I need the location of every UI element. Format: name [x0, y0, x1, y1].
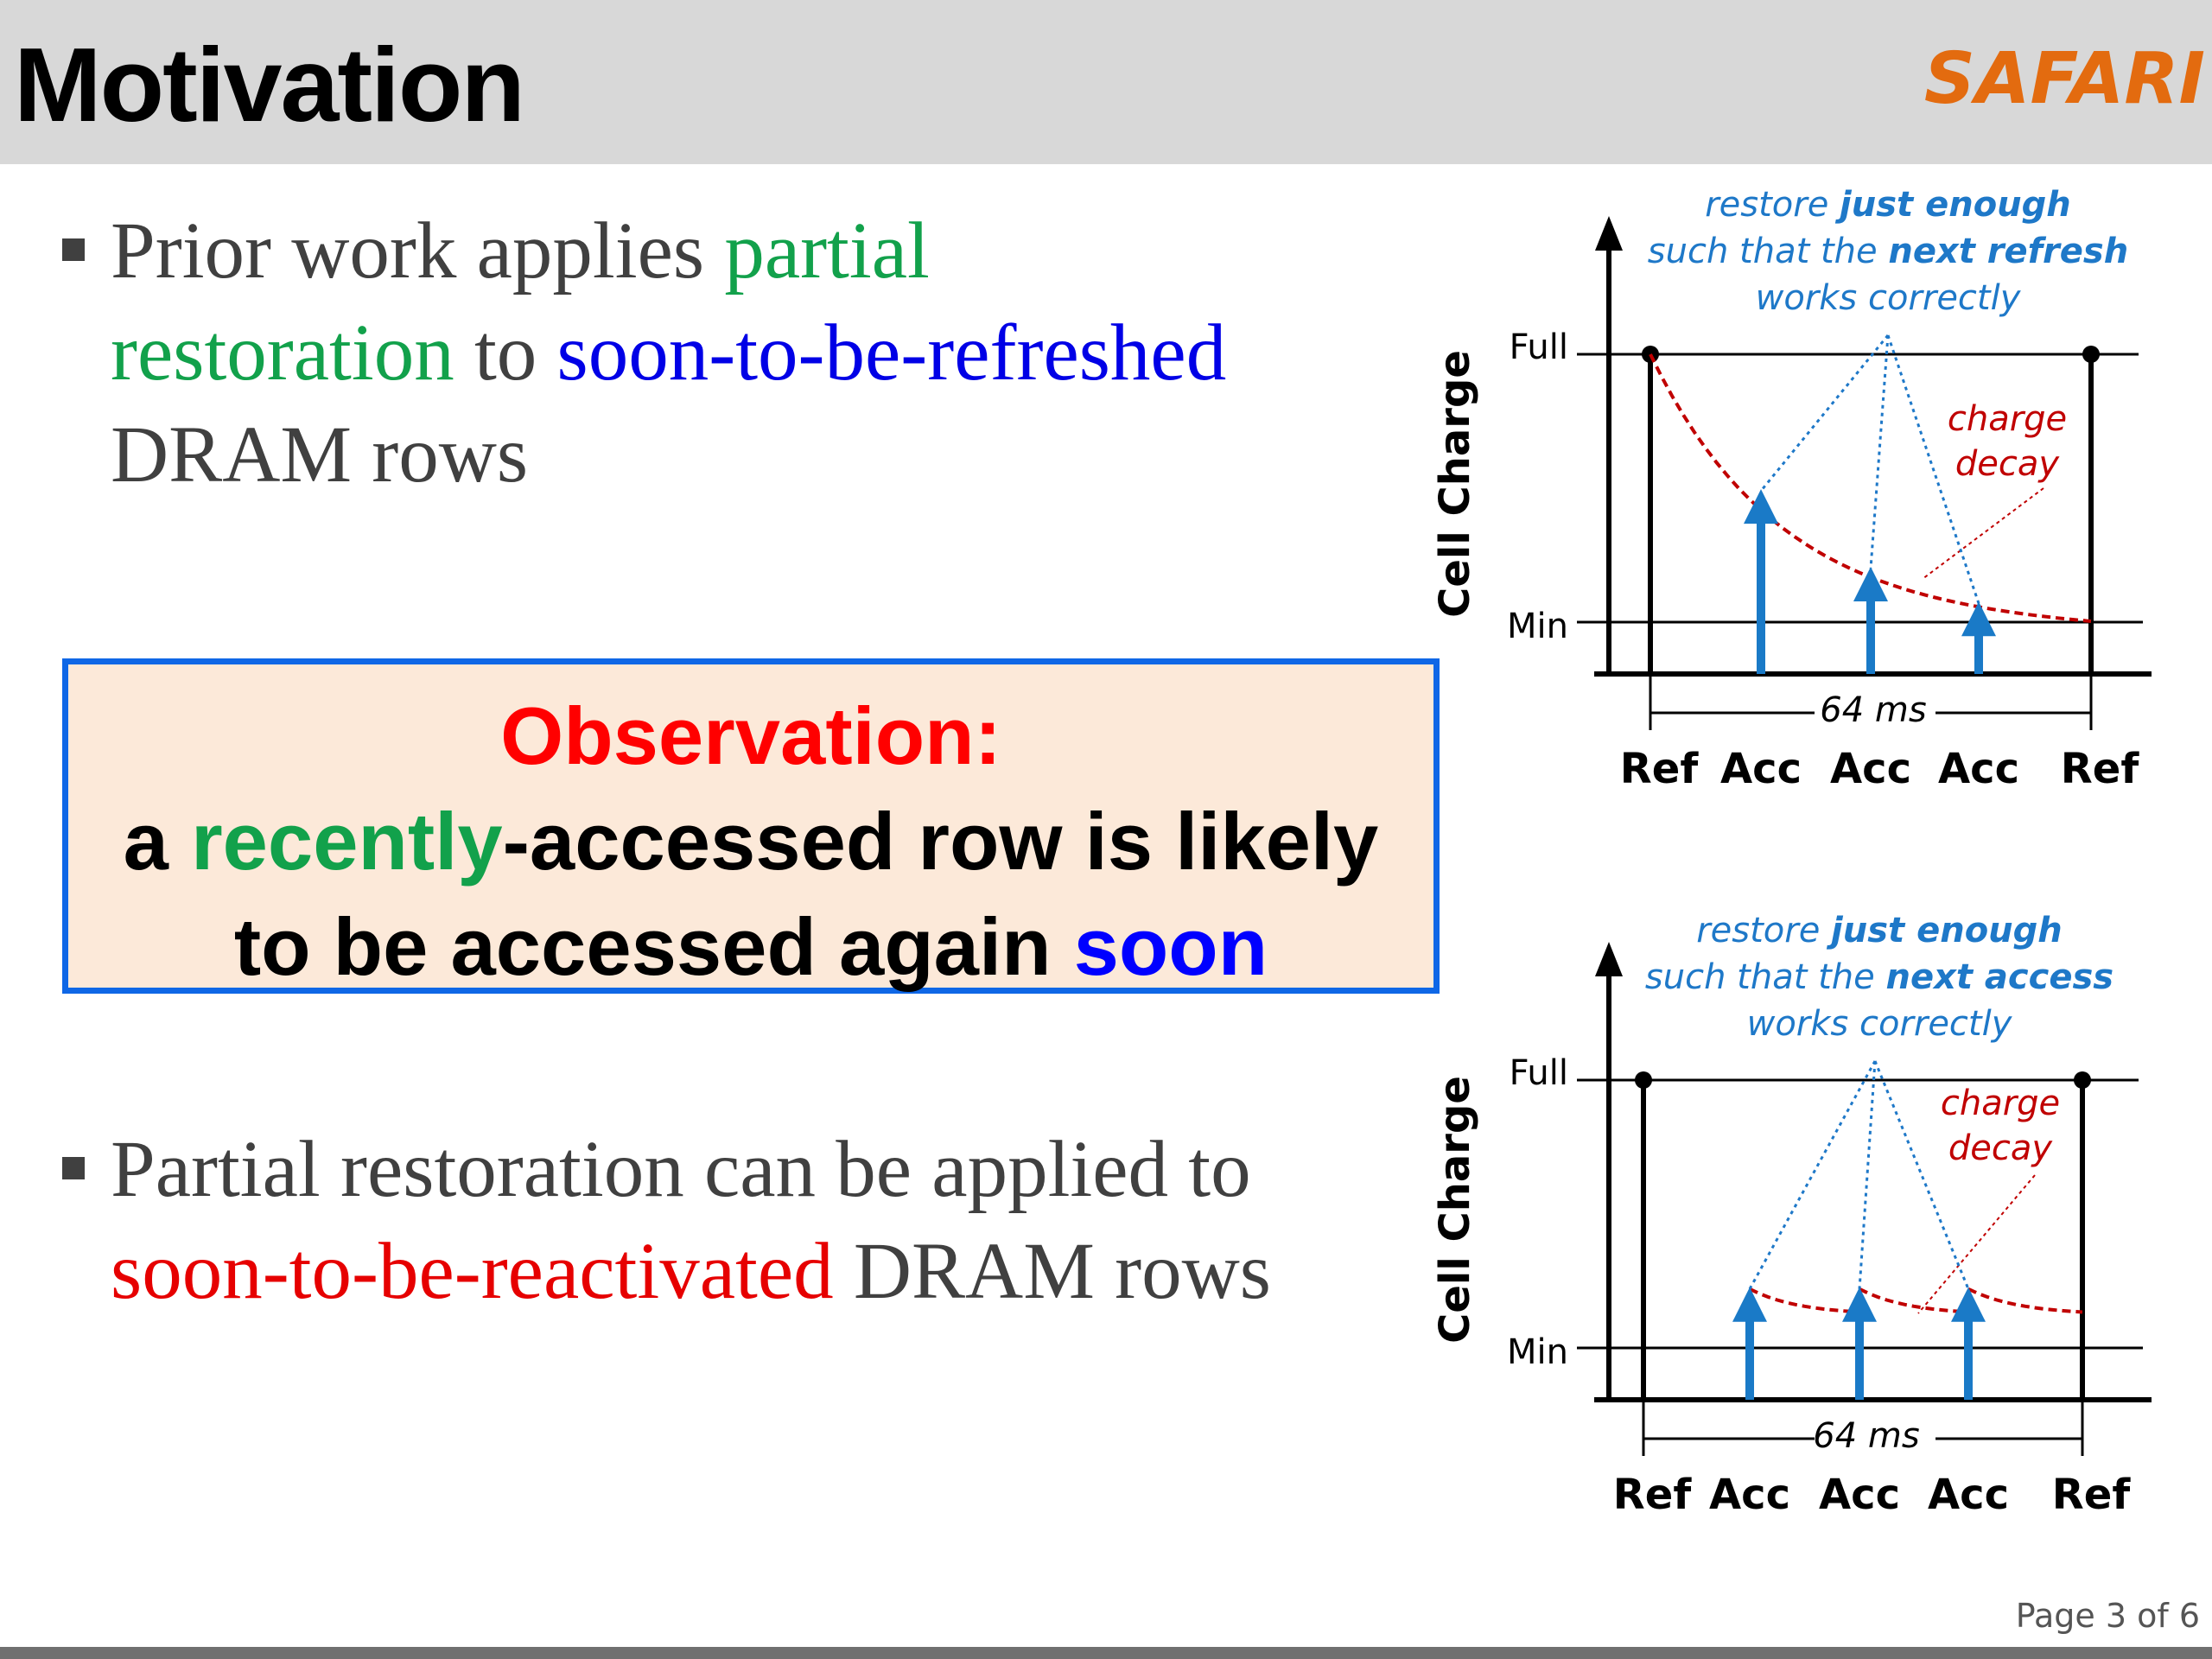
text-soon: soon: [1073, 901, 1268, 992]
bullet-prior-work: Prior work applies partial restoration t…: [62, 200, 1410, 512]
y-axis-arrow-icon: [1595, 942, 1623, 976]
ref-marker-dot: [1635, 1071, 1652, 1089]
event-label: Acc: [1709, 1471, 1790, 1519]
text-run: -accessed row is likely: [502, 796, 1379, 887]
event-label: Acc: [1938, 745, 2019, 793]
y-axis-arrow-icon: [1595, 216, 1623, 251]
annotation-guide-line: [1869, 334, 1890, 569]
level-full-label: Full: [1510, 1053, 1568, 1093]
decay-curve-line: [1749, 1287, 1860, 1314]
access-arrow-head-icon: [1732, 1287, 1767, 1322]
footer-bar: [0, 1647, 2212, 1659]
bullet-square-icon: [62, 238, 85, 261]
text-run: Partial restoration can be applied to: [111, 1125, 1251, 1214]
diagram-access: restore just enough such that the next a…: [1417, 907, 2212, 1564]
annotation-guide-line: [1748, 1060, 1877, 1290]
text-restoration: restoration: [111, 308, 454, 397]
event-labels: Ref Acc Acc Acc Ref: [1613, 1471, 2132, 1519]
text-run: to be accessed again: [233, 901, 1074, 992]
y-axis-label: Cell Charge: [1431, 1076, 1479, 1344]
decay-curve-line: [1859, 1287, 1969, 1314]
slide-header: Motivation SAFARI: [0, 0, 2212, 164]
observation-title: Observation:: [500, 690, 1001, 781]
event-label: Ref: [1620, 745, 1700, 793]
bullet-line: Partial restoration can be applied to: [111, 1119, 1271, 1221]
decay-curve-line: [1967, 1287, 2083, 1314]
charge-diagram-svg: restore just enough such that the next a…: [1431, 911, 2152, 1519]
text-soon-to-be-refreshed: soon-to-be-refreshed: [556, 308, 1227, 397]
decay-curve: [1749, 1174, 2083, 1314]
level-min-label: Min: [1507, 1332, 1568, 1372]
annotation-guide-line: [1759, 334, 1890, 493]
bullet-square-icon: [62, 1157, 85, 1179]
bullet-line: Prior work applies partial: [111, 200, 1226, 302]
decay-label-leader: [1917, 1174, 2036, 1314]
event-label: Ref: [1613, 1471, 1693, 1519]
annotation-line-2: such that the next access: [1645, 957, 2113, 997]
text-run: DRAM rows: [111, 410, 529, 499]
observation-line: to be accessed again soon: [68, 894, 1433, 1000]
annotation-line-2: such that the next refresh: [1648, 232, 2128, 271]
annotation-line-1: restore just enough: [1696, 911, 2063, 950]
slide-title: Motivation: [14, 26, 525, 143]
access-arrow-head-icon: [1853, 567, 1888, 601]
decay-label-2: decay: [1955, 444, 2061, 484]
text-run: to: [454, 308, 557, 397]
interval-label: 64 ms: [1813, 1416, 1919, 1456]
annotation-guide-line: [1873, 1060, 1970, 1290]
diagram-refresh: restore just enough such that the next r…: [1417, 181, 2212, 838]
interval-label: 64 ms: [1820, 690, 1926, 730]
text-partial: partial: [724, 207, 930, 296]
observation-box: Observation: a recently-accessed row is …: [62, 658, 1440, 994]
annotation-guide-line: [1886, 334, 1980, 604]
bullet-line: soon-to-be-reactivated DRAM rows: [111, 1221, 1271, 1323]
charge-diagram-svg: restore just enough such that the next r…: [1431, 185, 2152, 793]
access-arrow-head-icon: [1744, 489, 1778, 524]
ref-marker-dot: [2074, 1071, 2091, 1089]
decay-label-1: charge: [1948, 399, 2067, 439]
text-recently: recently: [191, 796, 503, 887]
safari-logo: SAFARI: [1923, 38, 2205, 120]
text-run: Prior work applies: [111, 207, 725, 296]
event-labels: Ref Acc Acc Acc Ref: [1620, 745, 2140, 793]
decay-label-leader: [1922, 487, 2044, 580]
event-label: Ref: [2052, 1471, 2132, 1519]
annotation-line-1: restore just enough: [1705, 185, 2071, 225]
bullet-text: Prior work applies partial restoration t…: [111, 200, 1226, 506]
page-number: Page 3 of 6: [2015, 1597, 2200, 1635]
access-arrows: [1744, 489, 1996, 674]
text-run: DRAM rows: [833, 1227, 1271, 1316]
access-arrow-head-icon: [1842, 1287, 1877, 1322]
text-soon-to-be-reactivated: soon-to-be-reactivated: [111, 1227, 834, 1316]
observation-body: a recently-accessed row is likely to be …: [68, 789, 1433, 1000]
level-min-label: Min: [1507, 607, 1568, 646]
observation-line: a recently-accessed row is likely: [68, 789, 1433, 894]
text-run: a: [123, 796, 192, 887]
annotation-guides: [1748, 1060, 1970, 1290]
event-label: Acc: [1928, 1471, 2009, 1519]
chart-axes: [1577, 942, 2152, 1456]
annotation-line-3: works correctly: [1756, 278, 2022, 318]
decay-label-1: charge: [1941, 1084, 2060, 1123]
bullet-line: restoration to soon-to-be-refreshed: [111, 302, 1226, 404]
decay-label-2: decay: [1948, 1128, 2054, 1168]
bullet-line: DRAM rows: [111, 404, 1226, 506]
event-label: Acc: [1830, 745, 1911, 793]
event-label: Acc: [1819, 1471, 1900, 1519]
y-axis-label: Cell Charge: [1431, 350, 1479, 618]
level-full-label: Full: [1510, 327, 1568, 367]
event-label: Ref: [2061, 745, 2140, 793]
ref-marker-dot: [2082, 346, 2100, 363]
annotation-guides: [1759, 334, 1980, 604]
annotation-line-3: works correctly: [1747, 1004, 2013, 1044]
bullet-partial-restoration: Partial restoration can be applied to so…: [62, 1119, 1410, 1326]
access-arrow-head-icon: [1951, 1287, 1986, 1322]
bullet-text: Partial restoration can be applied to so…: [111, 1119, 1271, 1323]
access-arrow-head-icon: [1961, 601, 1996, 637]
event-label: Acc: [1720, 745, 1802, 793]
annotation-guide-line: [1858, 1060, 1877, 1289]
access-arrows: [1732, 1287, 1986, 1400]
